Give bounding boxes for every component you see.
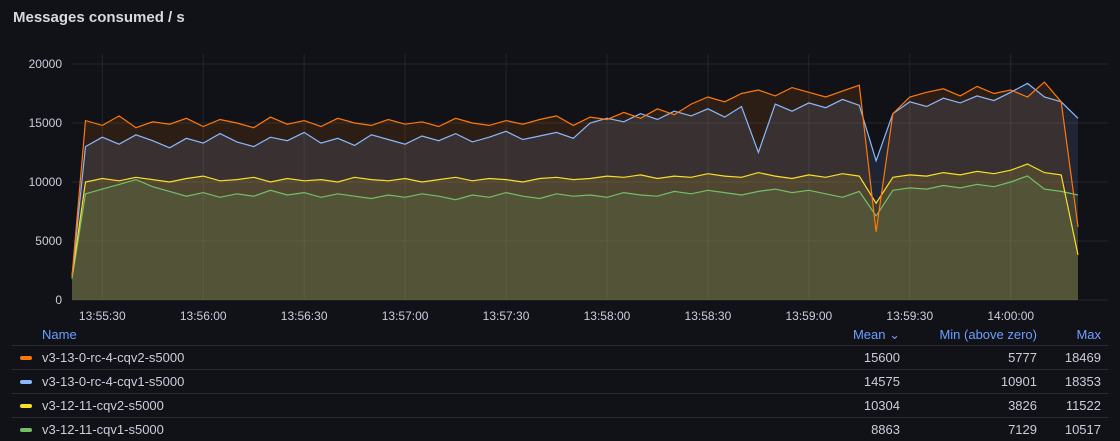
y-tick-label: 20000 xyxy=(29,57,63,71)
legend-header-max[interactable]: Max xyxy=(1076,327,1101,342)
time-series-chart[interactable]: 0 5000 10000 15000 20000 13:55:30 13:56:00 13:5… xyxy=(0,0,1120,330)
legend-max: 10517 xyxy=(1064,422,1101,437)
series-area-fill xyxy=(72,82,1078,300)
legend-row[interactable]: v3-13-0-rc-4-cqv1-s5000 14575 10901 1835… xyxy=(12,369,1108,393)
series-area-fill xyxy=(72,164,1078,300)
legend-min: 10901 xyxy=(1000,374,1037,389)
y-tick-label: 0 xyxy=(55,293,62,307)
legend-row[interactable]: v3-13-0-rc-4-cqv2-s5000 15600 5777 18469 xyxy=(12,345,1108,369)
legend-mean: 8863 xyxy=(871,422,900,437)
series-area-fill xyxy=(72,175,1078,300)
legend-header-mean[interactable]: Mean ⌄ xyxy=(852,327,900,342)
x-tick-label: 13:57:30 xyxy=(483,309,530,323)
series-area-fill xyxy=(72,83,1078,301)
series-color-swatch[interactable] xyxy=(20,428,32,432)
legend-max: 18469 xyxy=(1064,350,1101,365)
x-tick-label: 13:55:30 xyxy=(79,309,126,323)
legend-min: 7129 xyxy=(1008,422,1037,437)
x-tick-label: 13:59:00 xyxy=(785,309,832,323)
legend-min: 5777 xyxy=(1008,350,1037,365)
legend-series-name[interactable]: v3-12-11-cqv1-s5000 xyxy=(42,422,164,437)
series-color-swatch[interactable] xyxy=(20,356,32,360)
x-tick-label: 14:00:00 xyxy=(987,309,1034,323)
legend-table: Name Mean ⌄ Min (above zero) Max v3-13-0… xyxy=(12,323,1108,441)
x-tick-label: 13:56:30 xyxy=(281,309,328,323)
series-line xyxy=(71,163,1079,277)
series-color-swatch[interactable] xyxy=(20,404,32,408)
series-color-swatch[interactable] xyxy=(20,380,32,384)
legend-mean: 14575 xyxy=(863,374,900,389)
y-tick-label: 15000 xyxy=(29,116,63,130)
x-tick-label: 13:58:30 xyxy=(685,309,732,323)
legend-row[interactable]: v3-12-11-cqv2-s5000 10304 3826 11522 xyxy=(12,393,1108,417)
legend-min: 3826 xyxy=(1008,398,1037,413)
legend-series-name[interactable]: v3-12-11-cqv2-s5000 xyxy=(42,398,164,413)
legend-series-name[interactable]: v3-13-0-rc-4-cqv1-s5000 xyxy=(42,374,185,389)
x-tick-label: 13:58:00 xyxy=(584,309,631,323)
legend-header: Name Mean ⌄ Min (above zero) Max xyxy=(12,323,1108,345)
legend-header-name[interactable]: Name xyxy=(42,327,77,342)
y-tick-label: 10000 xyxy=(29,175,63,189)
legend-header-min[interactable]: Min (above zero) xyxy=(939,327,1037,342)
legend-series-name[interactable]: v3-13-0-rc-4-cqv2-s5000 xyxy=(42,350,185,365)
legend-max: 11522 xyxy=(1065,398,1101,413)
legend-row[interactable]: v3-12-11-cqv1-s5000 8863 7129 10517 xyxy=(12,417,1108,441)
panel-title[interactable]: Messages consumed / s xyxy=(13,9,185,26)
x-tick-label: 13:56:00 xyxy=(180,309,227,323)
series-line xyxy=(71,175,1079,279)
x-tick-label: 13:57:00 xyxy=(382,309,429,323)
series-line xyxy=(71,82,1079,277)
legend-mean: 10304 xyxy=(863,398,900,413)
x-tick-label: 13:59:30 xyxy=(886,309,933,323)
legend-max: 18353 xyxy=(1064,374,1101,389)
legend-mean: 15600 xyxy=(863,350,900,365)
y-tick-label: 5000 xyxy=(35,234,62,248)
series-line xyxy=(71,81,1079,277)
